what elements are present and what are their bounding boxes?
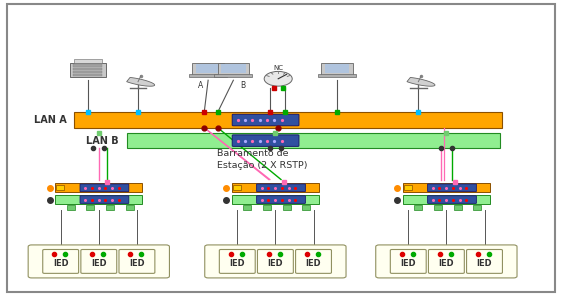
Bar [74,112,502,128]
FancyBboxPatch shape [257,184,305,192]
Text: IED: IED [53,259,69,268]
Bar [217,62,249,75]
Bar [192,62,224,75]
Bar [67,205,75,210]
Text: IED: IED [401,259,416,268]
Bar [263,205,271,210]
Bar [302,205,310,210]
FancyBboxPatch shape [205,245,346,278]
FancyBboxPatch shape [232,135,299,147]
Bar [454,205,461,210]
Text: IED: IED [229,259,245,268]
Bar [403,183,490,192]
FancyBboxPatch shape [43,250,79,274]
Bar [73,64,102,67]
Bar [55,195,142,204]
FancyBboxPatch shape [232,114,299,126]
FancyBboxPatch shape [119,250,155,274]
Bar [87,205,94,210]
Bar [70,62,106,77]
Bar [55,183,142,192]
FancyBboxPatch shape [81,250,117,274]
Bar [434,205,442,210]
Bar [414,205,422,210]
FancyBboxPatch shape [376,245,517,278]
FancyBboxPatch shape [296,250,332,274]
Bar [232,183,319,192]
Polygon shape [407,78,435,86]
Bar [56,185,64,190]
Bar [189,74,227,77]
Text: Barramento de
Estação (2 X RSTP): Barramento de Estação (2 X RSTP) [216,149,307,170]
FancyBboxPatch shape [257,250,293,274]
Bar [318,74,356,77]
Bar [233,185,241,190]
Text: IED: IED [268,259,283,268]
Bar [321,62,353,75]
Bar [325,64,350,73]
Bar [214,74,252,77]
Text: IED: IED [438,259,454,268]
FancyBboxPatch shape [391,250,426,274]
Bar [232,195,319,204]
FancyBboxPatch shape [28,245,169,278]
Bar [73,71,102,73]
Bar [127,133,500,148]
Polygon shape [126,78,155,86]
Text: A: A [198,81,203,90]
Bar [473,205,481,210]
FancyBboxPatch shape [80,196,129,203]
Bar [283,205,291,210]
FancyBboxPatch shape [80,184,129,192]
FancyBboxPatch shape [428,196,477,203]
Text: IED: IED [91,259,107,268]
Text: IED: IED [477,259,492,268]
Bar [404,185,412,190]
Bar [73,74,102,76]
FancyBboxPatch shape [428,184,477,192]
Circle shape [264,71,292,86]
Bar [106,205,114,210]
FancyBboxPatch shape [428,250,464,274]
Bar [74,59,102,62]
FancyBboxPatch shape [219,250,255,274]
Bar [126,205,134,210]
Text: IED: IED [129,259,145,268]
FancyBboxPatch shape [257,196,305,203]
Text: B: B [241,81,246,90]
Bar [196,64,220,73]
Text: LAN B: LAN B [86,136,119,146]
Bar [403,195,490,204]
Text: IED: IED [306,259,321,268]
Bar [73,67,102,70]
FancyBboxPatch shape [466,250,502,274]
Bar [243,205,251,210]
Bar [221,64,246,73]
Text: NC: NC [273,65,283,70]
Text: LAN A: LAN A [34,115,67,125]
